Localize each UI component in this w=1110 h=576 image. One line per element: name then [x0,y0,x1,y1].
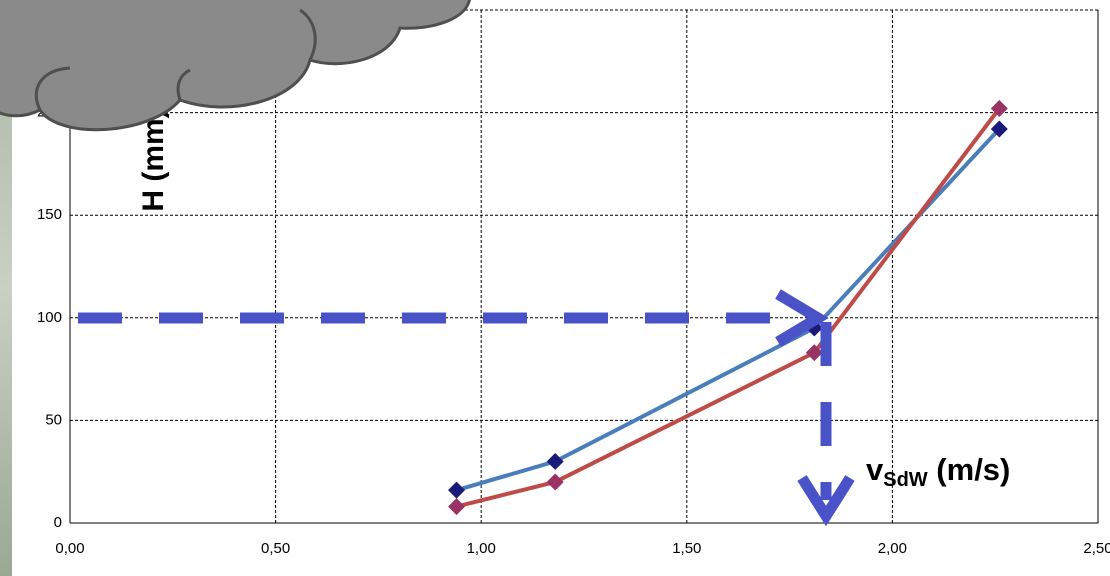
y-tick-label: 150 [37,206,62,223]
y-tick-label: 50 [45,411,62,428]
x-tick-label: 2,00 [878,540,907,557]
y-tick-label: 100 [37,309,62,326]
annotation-arrows [78,294,850,516]
x-tick-label: 1,50 [672,540,701,557]
x-tick-label: 1,00 [467,540,496,557]
x-title-unit: (m/s) [928,452,1011,487]
x-tick-label: 0,50 [261,540,290,557]
data-point [547,453,564,470]
data-point [448,482,465,499]
y-tick-label: 0 [54,514,62,531]
series-line [457,129,1000,490]
x-title-main: v [866,452,884,487]
x-tick-label: 2,50 [1083,540,1110,557]
cloud [0,0,470,130]
data-point [547,473,564,490]
x-title-sub: SdW [883,469,928,491]
x-tick-label: 0,00 [55,540,84,557]
data-point [448,498,465,515]
series-line [457,108,1000,506]
chart: 0501001502000,000,501,001,502,002,50 H (… [0,0,1110,576]
x-axis-title: vSdW (m/s) [866,452,1010,491]
